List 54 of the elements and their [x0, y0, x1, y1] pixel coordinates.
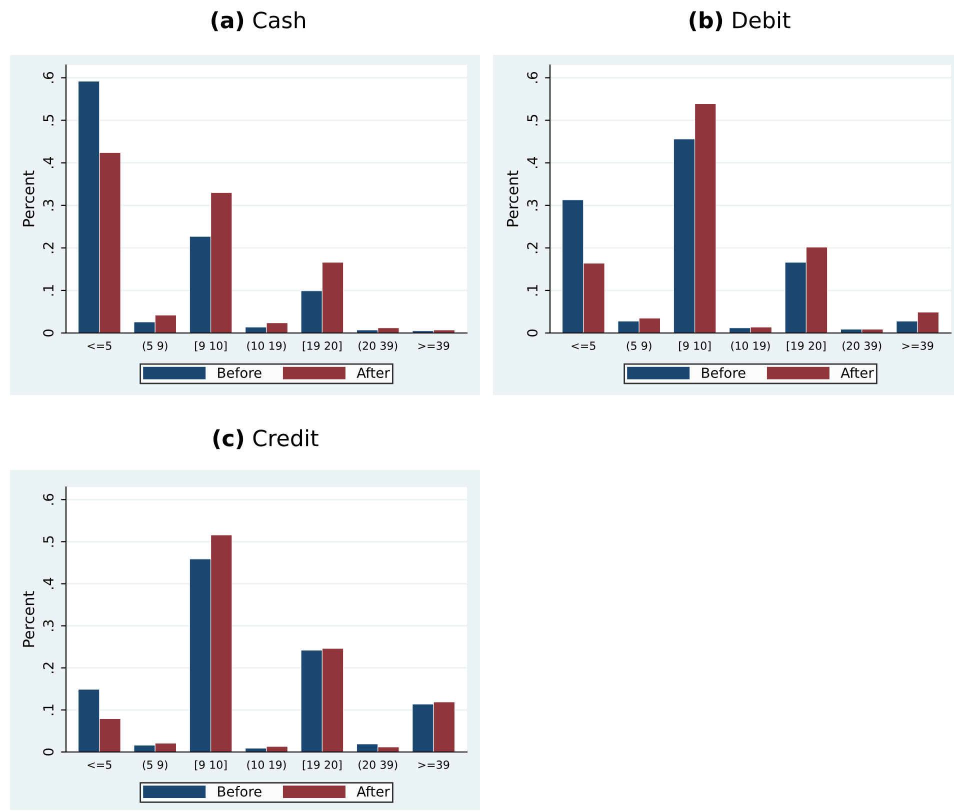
legend-label: After [356, 786, 390, 797]
x-tick-label: (10 19) [247, 760, 286, 770]
y-tick-label: .2 [43, 662, 54, 674]
y-tick-label: 0 [527, 330, 538, 337]
x-tick-label: >=39 [418, 342, 450, 350]
x-tick-label: <=5 [572, 342, 596, 350]
x-tick-label: <=5 [88, 760, 112, 769]
x-tick-label: [19 20] [786, 341, 826, 352]
legend-label: Before [702, 367, 746, 378]
x-tick-label: [19 20] [302, 760, 342, 770]
legend-label: Before [218, 786, 262, 797]
x-tick-label: (5 9) [626, 341, 652, 352]
y-tick-label: .4 [527, 156, 538, 168]
y-tick-label: .2 [43, 242, 54, 254]
x-tick-label: (10 19) [247, 341, 286, 352]
y-tick-label: .2 [527, 242, 538, 254]
y-tick-label: .1 [527, 285, 538, 296]
x-tick-label: >=39 [418, 760, 450, 769]
y-tick-label: .1 [43, 285, 54, 296]
y-tick-label: .1 [43, 704, 54, 716]
y-tick-label: 0 [43, 748, 54, 756]
x-tick-label: (20 39) [358, 341, 398, 352]
legend-label: After [356, 367, 390, 378]
y-tick-label: .3 [527, 200, 538, 211]
x-tick-label: (20 39) [842, 341, 882, 352]
y-tick-label: .5 [43, 536, 54, 547]
x-tick-label: [19 20] [302, 341, 342, 352]
y-tick-label: .6 [527, 72, 538, 83]
x-tick-label: (5 9) [142, 341, 168, 352]
chart-title: (b) Debit [690, 11, 790, 32]
y-tick-label: 0 [43, 330, 54, 337]
legend-label: Before [218, 367, 262, 378]
x-tick-label: <=5 [88, 342, 112, 350]
y-axis-title: Percent [506, 170, 518, 226]
y-tick-label: .5 [43, 114, 54, 126]
y-axis-title: Percent [22, 170, 34, 226]
x-tick-label: [9 10] [195, 341, 227, 352]
chart-title: (a) Cash [212, 11, 305, 32]
x-tick-label: >=39 [902, 342, 934, 350]
x-tick-label: [9 10] [195, 760, 227, 770]
x-tick-label: [9 10] [679, 341, 711, 352]
y-tick-label: .6 [43, 72, 54, 83]
chart-title: (c) Credit [213, 429, 318, 450]
y-tick-label: .6 [43, 494, 54, 505]
y-tick-label: .5 [527, 114, 538, 126]
x-tick-label: (20 39) [358, 760, 398, 770]
y-tick-label: .3 [43, 200, 54, 211]
y-tick-label: .4 [43, 156, 54, 168]
x-tick-label: (5 9) [142, 760, 168, 770]
legend-label: After [840, 367, 874, 378]
x-tick-label: (10 19) [731, 341, 770, 352]
y-tick-label: .3 [43, 620, 54, 631]
y-axis-title: Percent [22, 591, 34, 647]
y-tick-label: .4 [43, 578, 54, 589]
